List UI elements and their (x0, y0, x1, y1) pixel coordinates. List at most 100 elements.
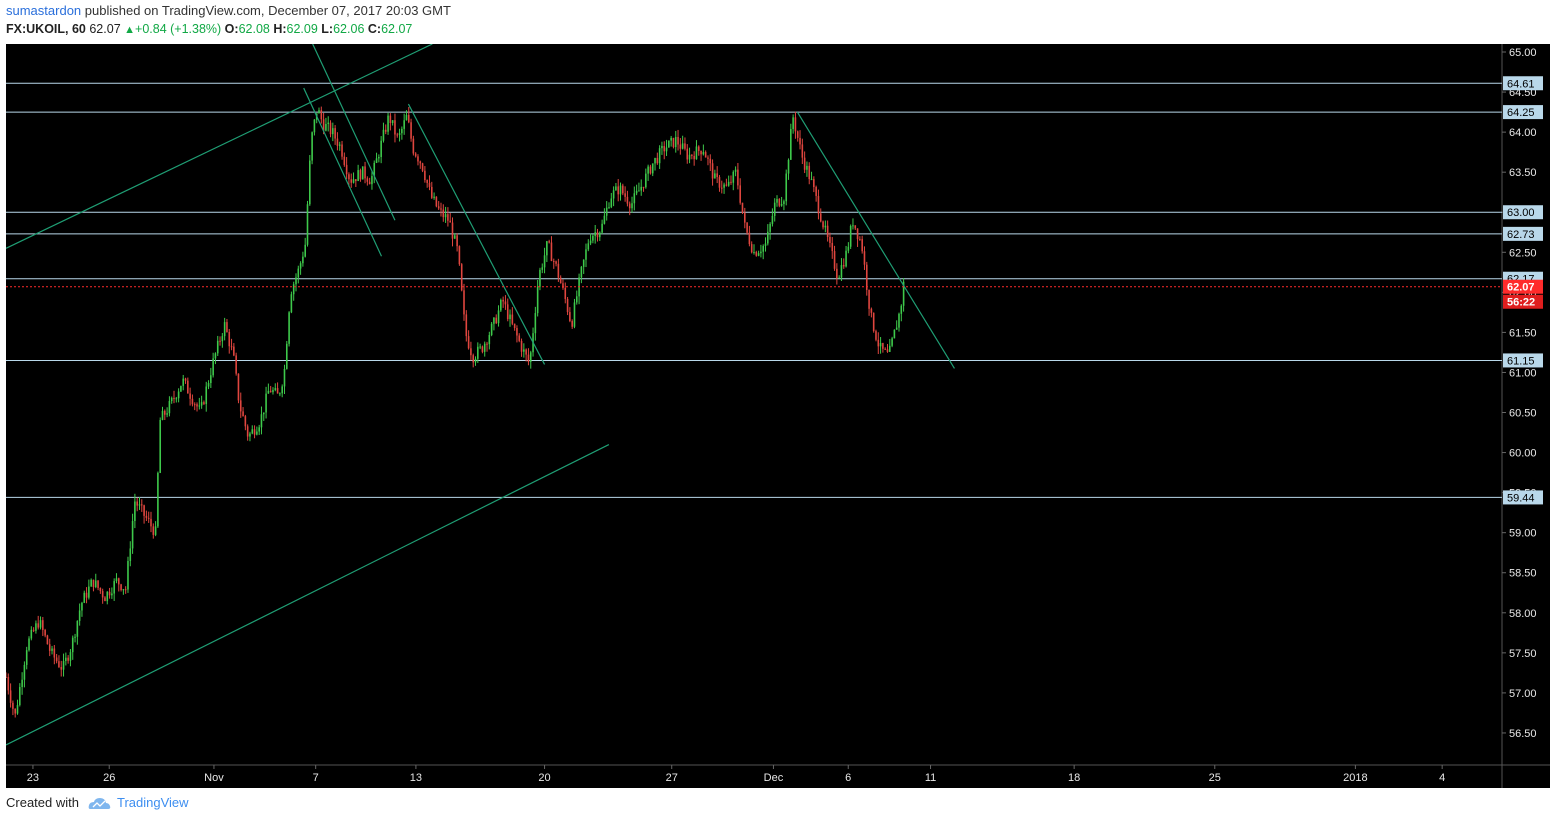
y-tick-label-15: 64.00 (1509, 127, 1537, 139)
candle-298 (691, 154, 693, 160)
candle-137 (320, 106, 323, 124)
candle-346 (801, 138, 804, 165)
time-axis[interactable] (6, 765, 1550, 788)
candle-5 (16, 699, 19, 715)
up-arrow-icon: ▲ (124, 24, 136, 36)
candle-255 (592, 234, 594, 244)
candle-219 (509, 309, 511, 327)
x-tick-label-5: 20 (538, 772, 550, 784)
trend-line-0[interactable] (6, 44, 433, 249)
x-tick-label-9: 11 (925, 772, 936, 784)
y-tick-label-5: 59.00 (1509, 528, 1537, 540)
candle-178 (414, 152, 417, 158)
candle-270 (626, 190, 629, 207)
candle-285 (661, 141, 663, 155)
tradingview-brand-link[interactable]: TradingView (116, 795, 189, 810)
candle-330 (764, 237, 767, 252)
candle-338 (783, 199, 785, 211)
trend-line-2[interactable] (303, 87, 383, 257)
y-tick-label-7: 60.00 (1509, 448, 1537, 460)
candle-67 (159, 417, 162, 474)
candle-198 (460, 263, 463, 292)
candle-20 (51, 645, 53, 655)
candle-84 (198, 397, 201, 410)
candle-141 (329, 120, 332, 138)
x-tick-label-6: 27 (666, 772, 678, 784)
candle-92 (216, 335, 219, 357)
candle-113 (265, 386, 267, 419)
trend-line-5[interactable] (796, 111, 955, 369)
candle-273 (633, 186, 636, 211)
candle-234 (543, 247, 546, 274)
candle-251 (582, 259, 585, 274)
candle-354 (819, 208, 822, 223)
plot-area[interactable] (6, 44, 1502, 765)
candle-50 (120, 583, 122, 592)
candle-375 (868, 289, 870, 316)
candle-60 (143, 504, 145, 524)
author-link[interactable]: sumastardon (6, 3, 82, 18)
candle-277 (642, 186, 645, 192)
candle-210 (488, 331, 491, 350)
candle-284 (658, 145, 661, 169)
candle-310 (718, 175, 721, 192)
price-axis[interactable] (1502, 44, 1550, 765)
candle-40 (97, 580, 99, 591)
candle-82 (193, 402, 196, 411)
candle-358 (829, 232, 831, 248)
candle-134 (313, 119, 316, 136)
level-label-bg-5 (1503, 353, 1543, 368)
candle-41 (99, 587, 102, 594)
candle-165 (384, 124, 387, 135)
candle-108 (253, 425, 256, 439)
candle-175 (407, 106, 410, 124)
trend-line-1[interactable] (6, 444, 610, 746)
candle-312 (723, 182, 725, 194)
candle-115 (269, 385, 272, 393)
candle-0 (6, 672, 7, 678)
candle-93 (219, 336, 221, 346)
candle-187 (435, 196, 438, 208)
candle-43 (104, 596, 106, 602)
candle-114 (267, 383, 270, 394)
candle-258 (598, 231, 601, 242)
trend-line-3[interactable] (312, 44, 396, 221)
candle-98 (230, 338, 233, 351)
candle-212 (493, 317, 495, 331)
candle-69 (164, 409, 166, 420)
trend-line-4[interactable] (407, 103, 546, 365)
x-tick-label-10: 18 (1068, 772, 1080, 784)
candle-76 (180, 385, 182, 393)
candle-123 (288, 311, 290, 347)
candle-80 (189, 387, 191, 406)
candle-183 (426, 179, 428, 188)
y-tick-label-0: 56.50 (1509, 728, 1537, 740)
candle-376 (870, 307, 873, 318)
candle-86 (203, 400, 205, 406)
candle-61 (145, 510, 148, 522)
candle-314 (727, 175, 730, 187)
candle-313 (725, 178, 728, 187)
candle-128 (299, 261, 302, 275)
candle-81 (191, 394, 194, 407)
candle-79 (187, 377, 189, 394)
level-label-bg-1 (1503, 105, 1543, 120)
candle-275 (638, 182, 640, 192)
candle-4 (14, 708, 17, 718)
candle-105 (246, 424, 249, 441)
candle-11 (30, 626, 33, 641)
candle-110 (258, 424, 260, 435)
candle-103 (242, 407, 244, 417)
candle-58 (138, 497, 141, 510)
candle-305 (707, 155, 709, 166)
candle-368 (852, 218, 854, 230)
candle-6 (19, 683, 21, 707)
candle-176 (410, 118, 412, 142)
countdown-label: 56:22 (1507, 297, 1535, 309)
candle-389 (900, 304, 903, 322)
candle-121 (283, 364, 286, 395)
price-chart[interactable]: 56.5057.0057.5058.0058.5059.0059.5060.00… (6, 44, 1550, 788)
candle-14 (37, 615, 40, 630)
candle-200 (465, 310, 468, 342)
candle-384 (888, 338, 891, 352)
